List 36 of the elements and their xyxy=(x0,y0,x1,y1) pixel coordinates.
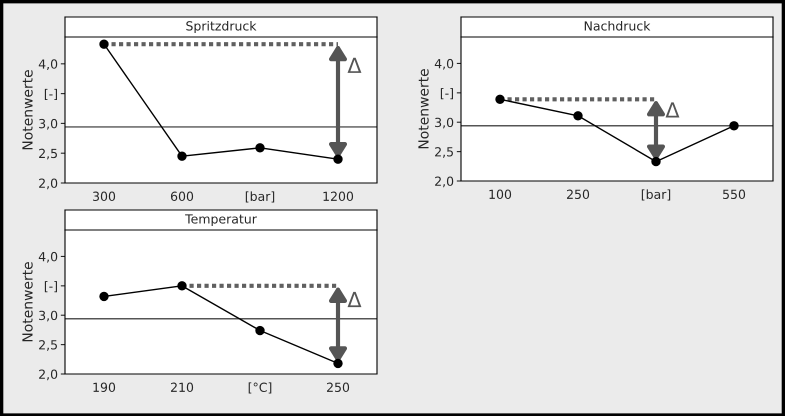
y-tick-label: 2,0 xyxy=(39,178,58,190)
x-tick-label: [bar] xyxy=(246,191,274,202)
y-tick-label: 3,0 xyxy=(39,118,58,130)
annotation: Δ xyxy=(348,292,362,308)
y-tick-label: 2,5 xyxy=(39,340,57,351)
y-tick-label: [-] xyxy=(44,88,57,100)
y-tick-label: 4,0 xyxy=(38,59,58,70)
y-tick-label: 4,0 xyxy=(38,252,58,263)
y-axis-title: Notenwerte xyxy=(418,69,429,148)
x-tick-label: 300 xyxy=(93,192,116,202)
x-tick-label: 210 xyxy=(170,382,194,392)
y-axis-title: Notenwerte xyxy=(22,262,33,342)
y-tick-label: 2,0 xyxy=(435,176,454,188)
chart-title: Temperatur xyxy=(185,214,257,226)
chart-title: Nachdruck xyxy=(584,20,650,31)
x-tick-label: 100 xyxy=(489,190,512,200)
x-tick-label: 190 xyxy=(93,382,116,392)
y-tick-label: 4,0 xyxy=(434,58,454,70)
x-tick-label: 250 xyxy=(566,190,590,200)
x-tick-label: [bar] xyxy=(642,189,670,200)
x-tick-label: 600 xyxy=(170,192,194,202)
y-axis-title: Notenwerte xyxy=(22,70,33,150)
chart-title: Spritzdruck xyxy=(186,20,256,34)
y-tick-label: 2,0 xyxy=(39,369,58,380)
y-tick-label: 3,0 xyxy=(435,118,454,128)
y-tick-label: [-] xyxy=(44,281,57,292)
y-tick-label: 3,0 xyxy=(39,310,58,322)
x-tick-label: 550 xyxy=(723,190,746,200)
x-tick-label: 250 xyxy=(326,382,350,392)
y-tick-label: 2,5 xyxy=(435,147,453,158)
y-tick-label: 2,5 xyxy=(39,148,57,160)
annotation: Δ xyxy=(348,58,362,73)
x-tick-label: [°C] xyxy=(248,382,272,394)
y-tick-label: [-] xyxy=(440,88,453,100)
x-tick-label: 1200 xyxy=(323,192,354,202)
annotation: Δ xyxy=(666,102,680,118)
